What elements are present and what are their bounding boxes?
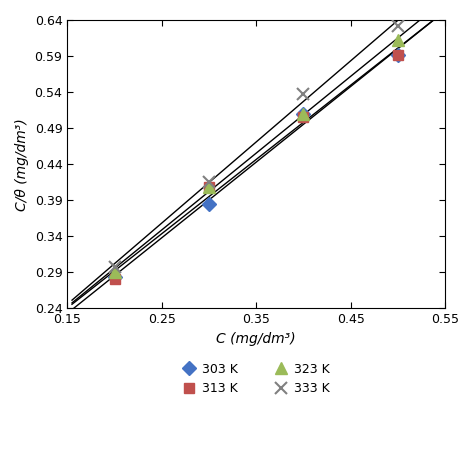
323 K [395, 37, 401, 43]
323 K [301, 111, 306, 117]
333 K [112, 264, 118, 269]
313 K [206, 184, 212, 190]
303 K [112, 274, 118, 280]
333 K [301, 91, 306, 96]
333 K [206, 179, 212, 185]
323 K [112, 269, 118, 274]
Line: 333 K: 333 K [109, 20, 403, 272]
X-axis label: C (mg/dm³): C (mg/dm³) [216, 332, 296, 346]
Y-axis label: C/θ (mg/dm³): C/θ (mg/dm³) [15, 118, 29, 210]
Line: 313 K: 313 K [109, 50, 402, 283]
313 K [395, 52, 401, 57]
303 K [395, 52, 401, 57]
303 K [301, 111, 306, 117]
313 K [301, 115, 306, 120]
323 K [206, 184, 212, 190]
Line: 303 K: 303 K [109, 50, 402, 282]
303 K [206, 201, 212, 207]
333 K [395, 23, 401, 28]
Legend: 303 K, 313 K, 323 K, 333 K: 303 K, 313 K, 323 K, 333 K [178, 358, 335, 400]
313 K [112, 276, 118, 282]
Line: 323 K: 323 K [109, 35, 403, 277]
